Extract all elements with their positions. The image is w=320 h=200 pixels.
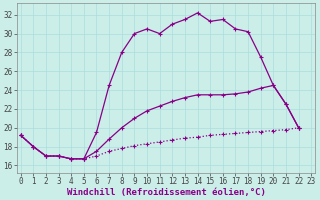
X-axis label: Windchill (Refroidissement éolien,°C): Windchill (Refroidissement éolien,°C): [67, 188, 265, 197]
